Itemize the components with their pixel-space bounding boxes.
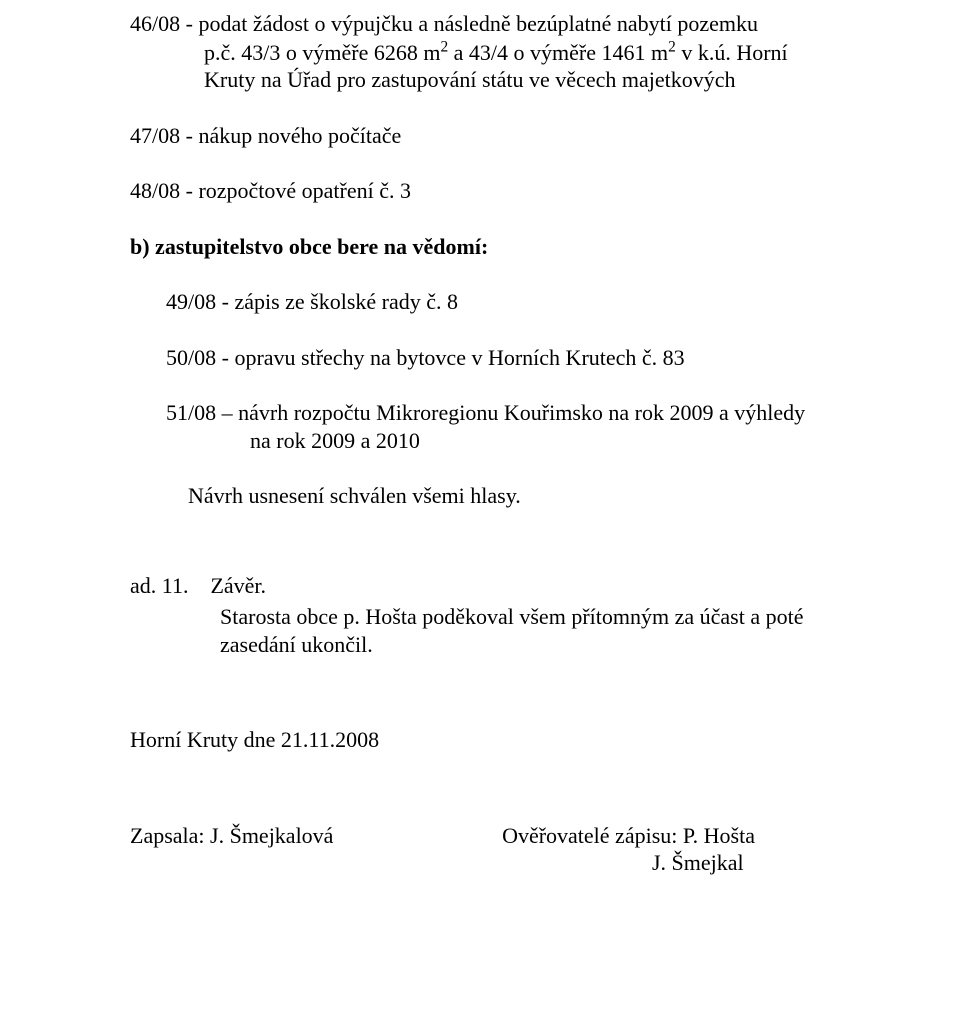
section-b-heading: b) zastupitelstvo obce bere na vědomí: xyxy=(130,233,870,261)
item-50-08: 50/08 - opravu střechy na bytovce v Horn… xyxy=(130,344,870,372)
closing-line-2: Starosta obce p. Hošta poděkoval všem př… xyxy=(130,603,870,631)
signature-row: Zapsala: J. Šmejkalová Ověřovatelé zápis… xyxy=(130,822,870,850)
item-47-08: 47/08 - nákup nového počítače xyxy=(130,122,870,150)
item-49-08: 49/08 - zápis ze školské rady č. 8 xyxy=(130,288,870,316)
item-51-line2: na rok 2009 a 2010 xyxy=(250,428,420,453)
item-46-08: 46/08 - podat žádost o výpujčku a násled… xyxy=(130,10,870,94)
overovatele-2: J. Šmejkal xyxy=(130,849,870,877)
item-46-line3: Kruty na Úřad pro zastupování státu ve v… xyxy=(204,67,735,92)
place-date: Horní Kruty dne 21.11.2008 xyxy=(130,726,870,754)
approval-line: Návrh usnesení schválen všemi hlasy. xyxy=(130,482,870,510)
zapsala: Zapsala: J. Šmejkalová xyxy=(130,822,333,850)
item-46-line2: p.č. 43/3 o výměře 6268 m2 a 43/4 o výmě… xyxy=(204,40,788,65)
closing-line-3: zasedání ukončil. xyxy=(130,631,870,659)
item-51-line1: 51/08 – návrh rozpočtu Mikroregionu Kouř… xyxy=(166,400,805,425)
closing-ad-line: ad. 11. Závěr. xyxy=(130,572,870,600)
item-51-08: 51/08 – návrh rozpočtu Mikroregionu Kouř… xyxy=(130,399,870,454)
item-48-08: 48/08 - rozpočtové opatření č. 3 xyxy=(130,177,870,205)
page: 46/08 - podat žádost o výpujčku a násled… xyxy=(0,0,960,1017)
overovatele-1: Ověřovatelé zápisu: P. Hošta xyxy=(502,822,755,850)
item-46-line1: 46/08 - podat žádost o výpujčku a násled… xyxy=(130,11,758,36)
